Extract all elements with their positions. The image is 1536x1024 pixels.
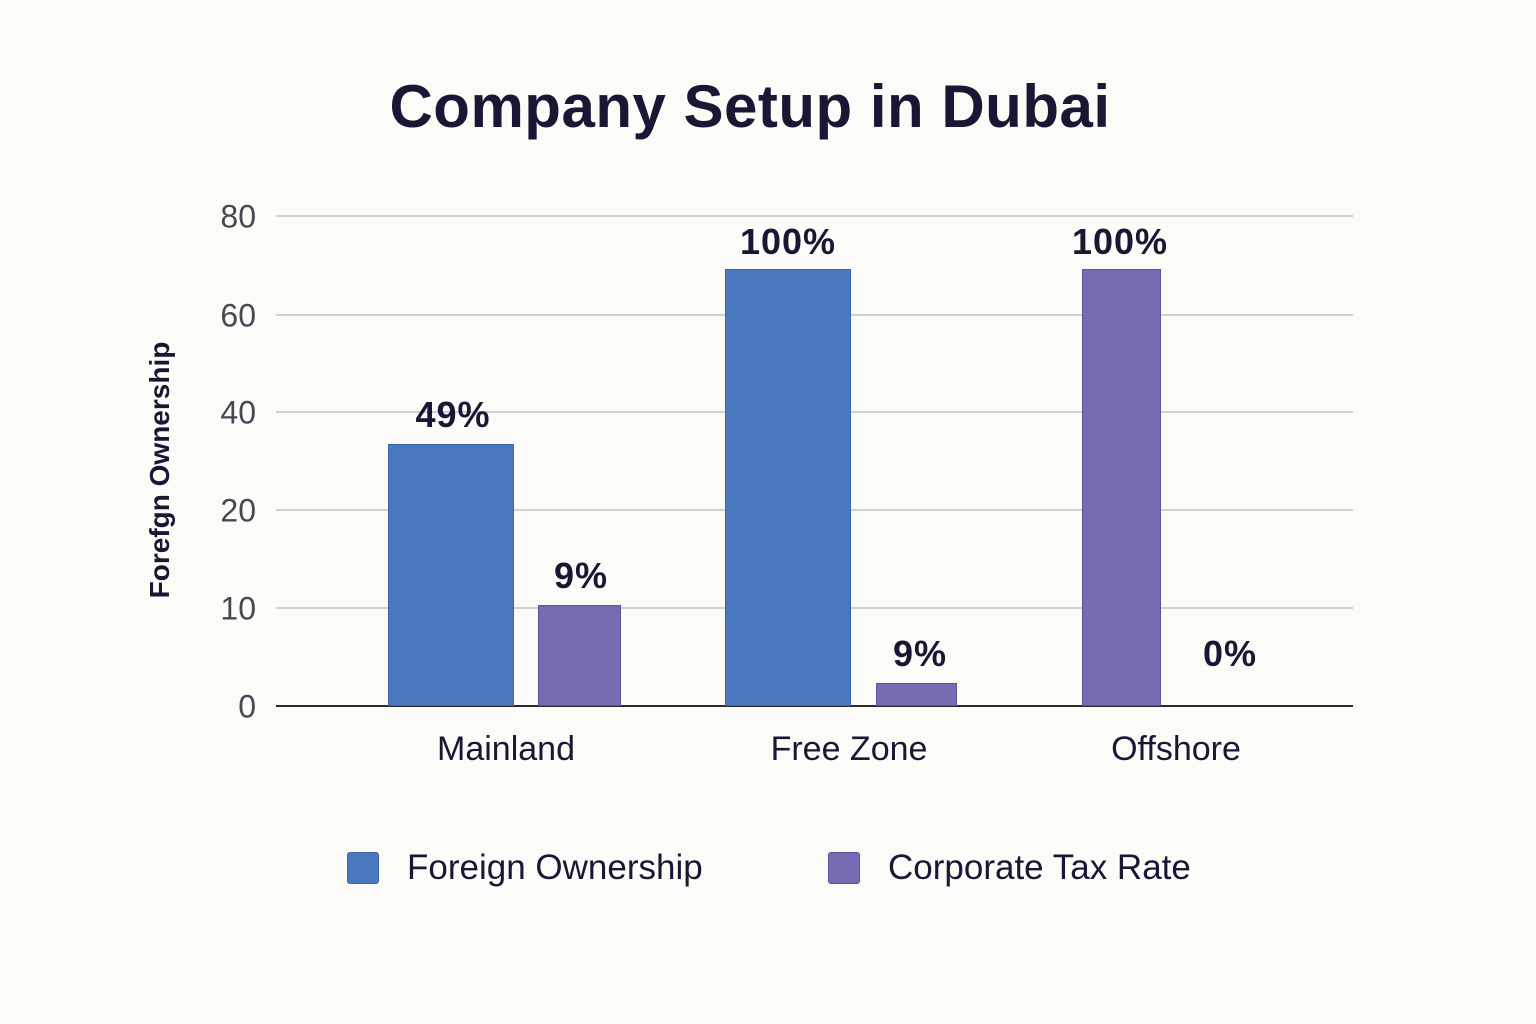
value-label: 0% — [1202, 633, 1258, 674]
legend: Foreign Ownership Corporate Tax Rate — [0, 848, 1536, 892]
bar-mainland-foreign-ownership — [388, 444, 514, 706]
chart-title: Company Setup in Dubai — [389, 73, 1111, 140]
bar-freezone-foreign-ownership — [725, 269, 851, 706]
legend-swatch-blue-icon — [347, 852, 379, 884]
bar-offshore-corporate-tax — [1082, 269, 1161, 706]
value-label: 100% — [1071, 221, 1169, 262]
y-tick: 10 — [220, 590, 256, 627]
legend-label: Foreign Ownership — [407, 848, 703, 887]
legend-item-foreign-ownership[interactable]: Foreign Ownership — [347, 848, 703, 888]
y-tick: 0 — [238, 688, 256, 725]
legend-swatch-purple-icon — [828, 852, 860, 884]
legend-label: Corporate Tax Rate — [888, 848, 1191, 887]
y-tick: 40 — [220, 394, 256, 431]
gridline — [276, 215, 1353, 217]
x-category-label: Offshore — [1111, 730, 1241, 768]
x-category-label: Free Zone — [770, 730, 928, 768]
y-tick: 80 — [220, 198, 256, 235]
value-label: 9% — [892, 633, 948, 674]
value-label: 49% — [415, 394, 491, 435]
legend-item-corporate-tax-rate[interactable]: Corporate Tax Rate — [828, 848, 1191, 888]
y-tick: 60 — [220, 297, 256, 334]
bar-freezone-corporate-tax — [876, 683, 957, 706]
x-category-label: Mainland — [437, 730, 575, 768]
x-axis-line — [276, 705, 1353, 707]
y-tick: 20 — [220, 492, 256, 529]
value-label: 9% — [553, 555, 609, 596]
value-label: 100% — [739, 221, 837, 262]
bar-mainland-corporate-tax — [538, 605, 621, 706]
